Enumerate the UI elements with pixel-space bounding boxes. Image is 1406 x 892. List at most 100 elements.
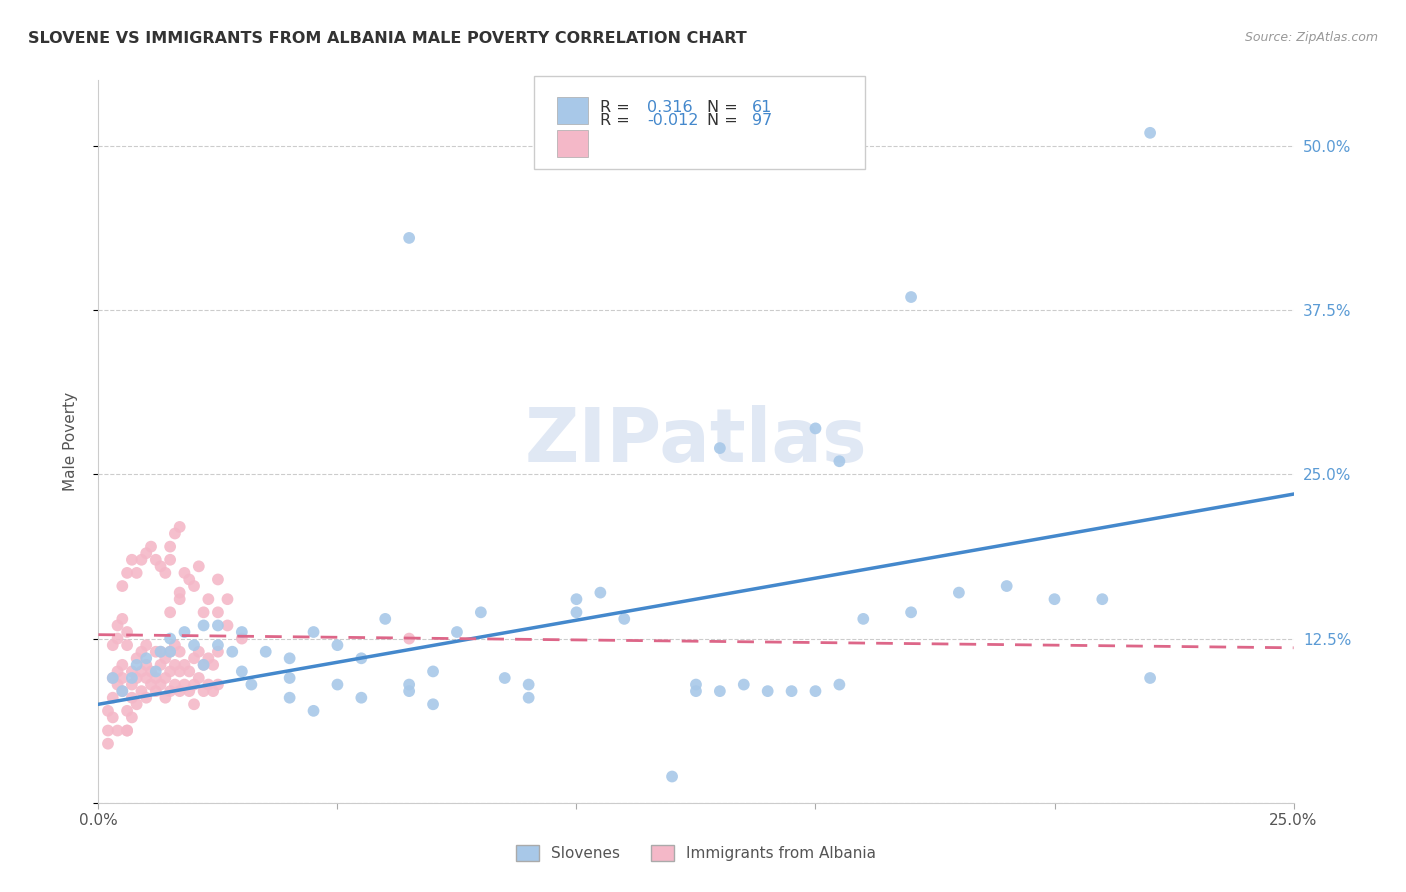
Point <box>159 553 181 567</box>
Point <box>97 704 120 718</box>
Point <box>517 677 540 691</box>
Point <box>217 618 239 632</box>
Point <box>135 651 157 665</box>
Point <box>97 737 120 751</box>
Point <box>193 618 215 632</box>
Point <box>155 651 177 665</box>
Point <box>169 684 191 698</box>
Point <box>159 605 181 619</box>
Point <box>183 651 205 665</box>
Point <box>169 520 191 534</box>
Text: 0.316: 0.316 <box>647 100 692 115</box>
Text: 61: 61 <box>752 100 772 115</box>
Point <box>398 684 420 698</box>
Point <box>202 657 225 672</box>
Point <box>179 684 201 698</box>
Point <box>101 671 124 685</box>
Point <box>193 657 215 672</box>
Point <box>111 684 134 698</box>
Point <box>302 704 325 718</box>
Point <box>121 671 143 685</box>
Point <box>804 421 827 435</box>
Point <box>149 645 172 659</box>
Point <box>131 684 153 698</box>
Point <box>125 671 148 685</box>
Point <box>169 585 191 599</box>
Point <box>131 553 153 567</box>
Text: R =: R = <box>600 100 636 115</box>
Point <box>149 559 172 574</box>
Point <box>183 677 205 691</box>
Point <box>278 651 301 665</box>
Point <box>101 710 124 724</box>
Point <box>187 671 209 685</box>
Point <box>231 625 253 640</box>
Point <box>149 657 172 672</box>
Point <box>139 665 162 679</box>
Point <box>1043 592 1066 607</box>
Point <box>900 605 922 619</box>
Point <box>115 566 138 580</box>
Point <box>278 690 301 705</box>
Point <box>159 645 181 659</box>
Point <box>197 677 219 691</box>
Point <box>131 645 153 659</box>
Point <box>685 684 707 698</box>
Point <box>780 684 803 698</box>
Point <box>159 684 181 698</box>
Point <box>179 573 201 587</box>
Point <box>470 605 492 619</box>
Point <box>101 671 124 685</box>
Text: -0.012: -0.012 <box>647 113 699 128</box>
Point <box>398 677 420 691</box>
Point <box>278 671 301 685</box>
Point <box>231 632 253 646</box>
Point <box>101 690 124 705</box>
Point <box>207 573 229 587</box>
Point <box>163 638 186 652</box>
Point <box>155 690 177 705</box>
Text: N =: N = <box>707 100 744 115</box>
Point <box>159 665 181 679</box>
Point <box>517 690 540 705</box>
Point <box>145 684 167 698</box>
Point <box>254 645 277 659</box>
Point <box>125 651 148 665</box>
Point <box>1139 126 1161 140</box>
Point <box>107 632 129 646</box>
Point <box>101 638 124 652</box>
Point <box>135 690 157 705</box>
Point <box>202 684 225 698</box>
Point <box>121 677 143 691</box>
Point <box>709 684 731 698</box>
Point <box>159 645 181 659</box>
Point <box>155 671 177 685</box>
Point <box>398 231 420 245</box>
Point <box>1091 592 1114 607</box>
Point <box>207 618 229 632</box>
Point <box>125 698 148 712</box>
Point <box>207 645 229 659</box>
Point <box>709 441 731 455</box>
Point <box>155 566 177 580</box>
Point <box>159 540 181 554</box>
Point <box>135 657 157 672</box>
Point <box>149 677 172 691</box>
Point <box>163 657 186 672</box>
Point <box>302 625 325 640</box>
Point <box>350 651 373 665</box>
Point <box>173 625 195 640</box>
Point <box>197 592 219 607</box>
Point <box>125 566 148 580</box>
Point <box>207 677 229 691</box>
Point <box>169 665 191 679</box>
Point <box>207 605 229 619</box>
Point <box>145 553 167 567</box>
Point <box>173 677 195 691</box>
Point <box>115 723 138 738</box>
Point <box>589 585 612 599</box>
Point <box>163 677 186 691</box>
Point <box>111 671 134 685</box>
Point <box>828 454 851 468</box>
Point <box>131 665 153 679</box>
